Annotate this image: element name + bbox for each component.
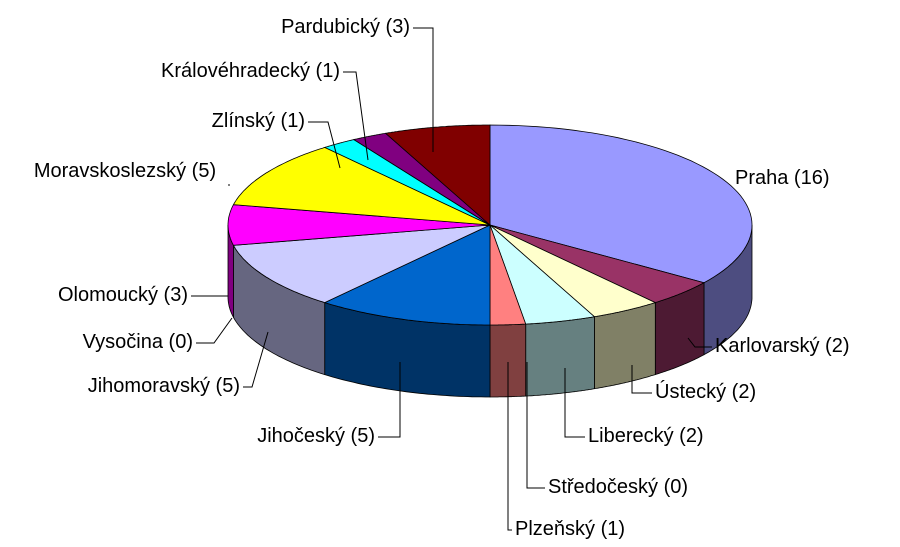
slice bbox=[489, 224, 657, 318]
leader-line bbox=[631, 365, 652, 394]
slice bbox=[232, 224, 491, 304]
slice-label: Moravskoslezský (5) bbox=[33, 160, 217, 182]
slice-label: Plzeňský (1) bbox=[515, 518, 626, 540]
slice-label: Praha (16) bbox=[735, 167, 830, 189]
leader-line bbox=[507, 362, 512, 531]
leader-line bbox=[564, 368, 585, 438]
slice bbox=[227, 204, 491, 246]
slice-label: Olomoucký (3) bbox=[57, 284, 188, 306]
slice bbox=[232, 146, 491, 226]
slice-label: Pardubický (3) bbox=[281, 16, 410, 38]
slice bbox=[489, 224, 706, 304]
slice-label: Zlínský (1) bbox=[211, 110, 305, 132]
leader-line bbox=[378, 362, 401, 438]
leader-line bbox=[243, 331, 269, 388]
slice-side bbox=[525, 316, 595, 397]
slice-label: Ústecký (2) bbox=[655, 381, 757, 403]
leader-line bbox=[526, 362, 545, 489]
leader-line bbox=[687, 337, 712, 348]
slice bbox=[323, 139, 491, 226]
slice bbox=[353, 132, 491, 226]
slice bbox=[489, 224, 527, 326]
leader-line bbox=[413, 27, 434, 152]
slice-label: Jihomoravský (5) bbox=[87, 375, 240, 397]
slice-label: Liberecký (2) bbox=[588, 425, 704, 447]
slice bbox=[384, 124, 491, 226]
slice bbox=[323, 224, 491, 326]
leader-line bbox=[343, 71, 369, 161]
slice bbox=[489, 124, 753, 284]
slice-label: Královéhradecký (1) bbox=[161, 60, 340, 82]
leader-line bbox=[308, 121, 341, 169]
slice-label: Jihočeský (5) bbox=[257, 425, 375, 447]
leader-line bbox=[196, 317, 233, 344]
slice bbox=[489, 224, 596, 325]
slice-label: Vysočina (0) bbox=[82, 331, 193, 353]
slice-label: Středočeský (0) bbox=[548, 476, 689, 498]
slice-label: Karlovarský (2) bbox=[715, 335, 850, 357]
